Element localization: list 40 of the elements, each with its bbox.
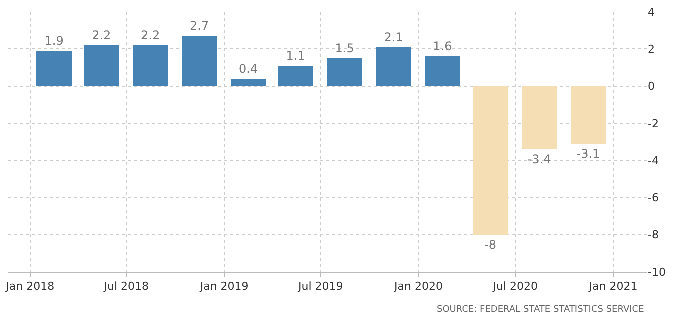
data-label: 1.6 [433,40,452,54]
x-tick-label: Jan 2021 [588,280,638,294]
bar [84,45,120,86]
bar [473,86,508,235]
data-label: -8 [484,238,497,252]
bar [278,66,314,86]
bar [133,45,168,86]
y-tick-label: 4 [648,6,655,19]
source-note: SOURCE: FEDERAL STATE STATISTICS SERVICE [437,305,645,315]
x-tick-label: Jul 2020 [492,280,538,294]
bar [570,86,606,144]
y-tick-label: 2 [648,42,655,56]
x-tick-label: Jul 2019 [297,280,344,294]
y-tick-label: -2 [648,117,659,130]
y-tick-label: -6 [648,192,659,205]
bar [425,56,460,86]
data-label: 2.1 [384,30,404,44]
data-label: 2.2 [92,28,112,42]
data-label: 0.4 [238,62,258,76]
bar [327,58,362,86]
bar [36,51,72,86]
y-tick-label: 0 [648,80,655,94]
bar [522,86,558,150]
data-label: -3.1 [576,146,600,161]
data-label: 1.5 [335,41,354,56]
x-tick-label: Jan 2018 [5,280,55,294]
data-label: 1.9 [44,34,64,48]
y-tick-label: -8 [648,228,659,242]
x-tick-label: Jan 2019 [199,280,249,294]
x-tick-label: Jul 2018 [103,280,150,294]
data-label: -3.4 [528,152,552,166]
y-tick-label: -10 [648,266,666,279]
data-label: 2.7 [190,19,210,34]
data-label: 1.1 [286,48,306,63]
data-label: 2.2 [141,28,160,42]
x-tick-label: Jan 2020 [394,280,443,294]
bar [230,78,266,86]
bar [376,47,412,86]
y-tick-label: -4 [648,154,659,168]
bar [182,36,218,86]
